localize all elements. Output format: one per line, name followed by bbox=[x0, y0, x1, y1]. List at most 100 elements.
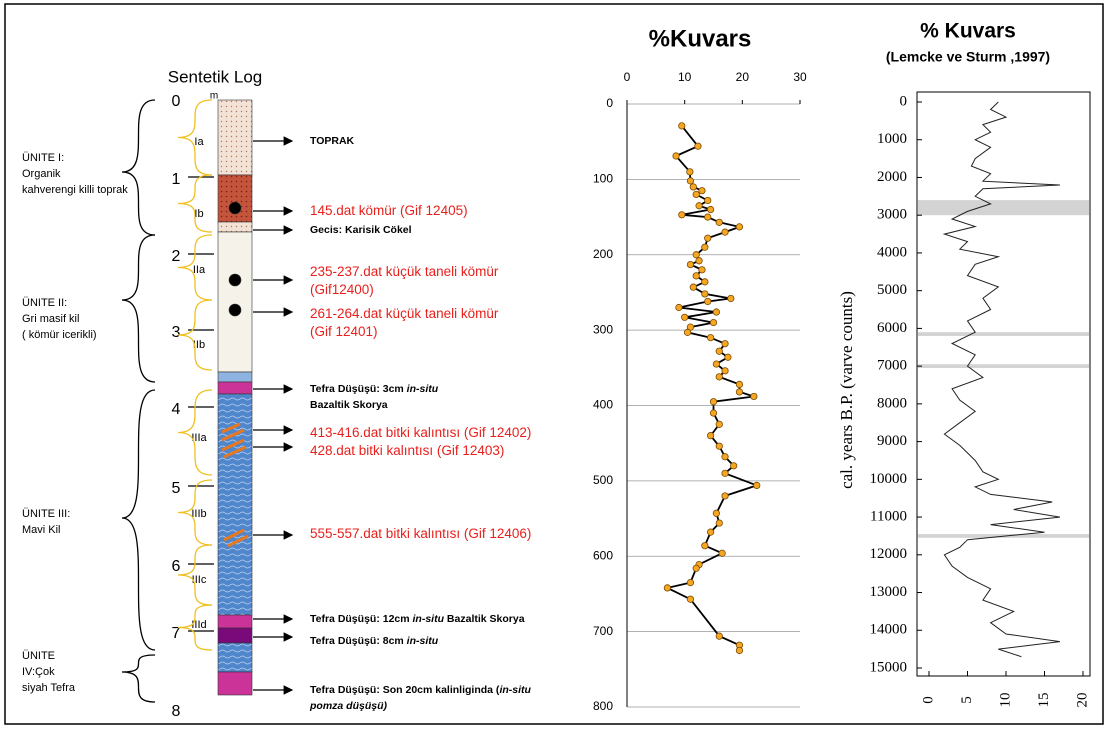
data-point bbox=[705, 298, 711, 304]
annotation-part: Gecis: Karisik Cökel bbox=[310, 224, 412, 236]
data-point bbox=[710, 410, 716, 416]
x-tick-label: 10 bbox=[678, 70, 692, 84]
annotation-part: Tefra Düşüşü: 8cm bbox=[310, 635, 407, 647]
y-tick-label: 0 bbox=[606, 96, 613, 110]
data-point bbox=[702, 291, 708, 297]
annotation-part: Bazaltik Skorya bbox=[310, 399, 388, 411]
data-point bbox=[707, 529, 713, 535]
depth-label: 3 bbox=[172, 324, 181, 341]
data-point bbox=[679, 123, 685, 129]
data-point bbox=[710, 399, 716, 405]
y-tick-label: 14000 bbox=[870, 622, 908, 638]
y-tick-label: 500 bbox=[593, 473, 613, 487]
annotation: 555-557.dat bitki kalıntısı (Gif 12406) bbox=[310, 526, 531, 541]
annotation-part: Tefra Düşüşü: 12cm bbox=[310, 613, 413, 625]
annotation-part: (Gif 12401) bbox=[310, 324, 378, 339]
data-point bbox=[722, 454, 728, 460]
data-point bbox=[707, 432, 713, 438]
y-tick-label: 400 bbox=[593, 398, 613, 412]
unit-label: IV:Çok bbox=[22, 666, 55, 678]
data-point bbox=[693, 252, 699, 258]
y-tick-label: 6000 bbox=[877, 320, 907, 336]
data-point bbox=[716, 219, 722, 225]
unit-label: Gri masif kil bbox=[22, 313, 79, 325]
chart-title: % Kuvars bbox=[920, 20, 1016, 43]
y-tick-label: 3000 bbox=[877, 207, 907, 223]
annotation-part: in-situ bbox=[407, 383, 439, 395]
data-point bbox=[725, 354, 731, 360]
annotation-part: 235-237.dat küçük taneli kömür bbox=[310, 264, 499, 279]
x-tick-label: 0 bbox=[920, 696, 936, 704]
data-point bbox=[687, 169, 693, 175]
x-tick-label: 10 bbox=[997, 693, 1013, 708]
y-tick-label: 7000 bbox=[877, 358, 907, 374]
data-point bbox=[693, 191, 699, 197]
data-point bbox=[673, 153, 679, 159]
data-point bbox=[736, 224, 742, 230]
data-point bbox=[713, 361, 719, 367]
data-point bbox=[664, 585, 670, 591]
data-point bbox=[705, 214, 711, 220]
annotation: Tefra Düşüşü: Son 20cm kalinliginda (in-… bbox=[310, 684, 532, 696]
data-point bbox=[684, 329, 690, 335]
x-tick-label: 0 bbox=[624, 70, 631, 84]
log-column bbox=[218, 100, 252, 695]
annotation-part: in-situ bbox=[413, 613, 445, 625]
annotation-part: in-situ bbox=[407, 635, 439, 647]
layer-label: Ib bbox=[194, 208, 203, 220]
depth-label: 4 bbox=[172, 401, 181, 418]
unit-label: ÜNITE II: bbox=[22, 297, 67, 309]
annotation-part: Tefra Düşüşü: 3cm bbox=[310, 383, 407, 395]
y-tick-label: 12000 bbox=[870, 546, 908, 562]
data-point bbox=[722, 493, 728, 499]
unit-label: kahverengi killi toprak bbox=[22, 184, 128, 196]
annotation: 428.dat bitki kalıntısı (Gif 12403) bbox=[310, 443, 504, 458]
annotation: (Gif 12401) bbox=[310, 324, 378, 339]
data-point bbox=[693, 565, 699, 571]
depth-label: 1 bbox=[172, 171, 181, 188]
data-point bbox=[716, 348, 722, 354]
y-tick-label: 1000 bbox=[877, 131, 907, 147]
annotation-part: 261-264.dat küçük taneli kömür bbox=[310, 306, 499, 321]
annotation: (Gif12400) bbox=[310, 282, 374, 297]
data-point bbox=[696, 258, 702, 264]
data-point bbox=[716, 443, 722, 449]
data-point bbox=[736, 389, 742, 395]
layer-label: IIa bbox=[193, 264, 206, 276]
data-point bbox=[713, 510, 719, 516]
data-point bbox=[710, 319, 716, 325]
y-tick-label: 10000 bbox=[870, 471, 908, 487]
y-tick-label: 100 bbox=[593, 172, 613, 186]
y-tick-label: 13000 bbox=[870, 584, 908, 600]
y-axis-label: cal. years B.P. (varve counts) bbox=[837, 291, 856, 489]
data-point bbox=[722, 340, 728, 346]
data-point bbox=[699, 187, 705, 193]
annotation: 235-237.dat küçük taneli kömür bbox=[310, 264, 499, 279]
y-tick-label: 4000 bbox=[877, 244, 907, 260]
annotation: Gecis: Karisik Cökel bbox=[310, 224, 412, 236]
data-point bbox=[695, 143, 701, 149]
unit-label: ÜNITE III: bbox=[22, 508, 70, 520]
x-tick-label: 30 bbox=[793, 70, 807, 84]
annotation: pomza düşüşü) bbox=[309, 700, 388, 712]
data-point bbox=[728, 295, 734, 301]
annotation-part: 555-557.dat bitki kalıntısı (Gif 12406) bbox=[310, 526, 531, 541]
depth-label: 6 bbox=[172, 558, 181, 575]
data-point bbox=[687, 596, 693, 602]
y-tick-label: 300 bbox=[593, 322, 613, 336]
depth-label: 8 bbox=[172, 703, 181, 720]
annotation-part: in-situ bbox=[499, 684, 531, 696]
y-tick-label: 8000 bbox=[877, 395, 907, 411]
data-point bbox=[681, 314, 687, 320]
data-point bbox=[702, 279, 708, 285]
shaded-band bbox=[918, 200, 1089, 215]
data-point bbox=[690, 284, 696, 290]
y-tick-label: 0 bbox=[900, 93, 908, 109]
y-tick-label: 11000 bbox=[870, 509, 907, 525]
data-point bbox=[705, 235, 711, 241]
depth-label: 5 bbox=[172, 480, 181, 497]
data-point bbox=[687, 178, 693, 184]
annotation-part: 428.dat bitki kalıntısı (Gif 12403) bbox=[310, 443, 504, 458]
data-point bbox=[705, 197, 711, 203]
depth-label: 0 bbox=[172, 93, 181, 110]
